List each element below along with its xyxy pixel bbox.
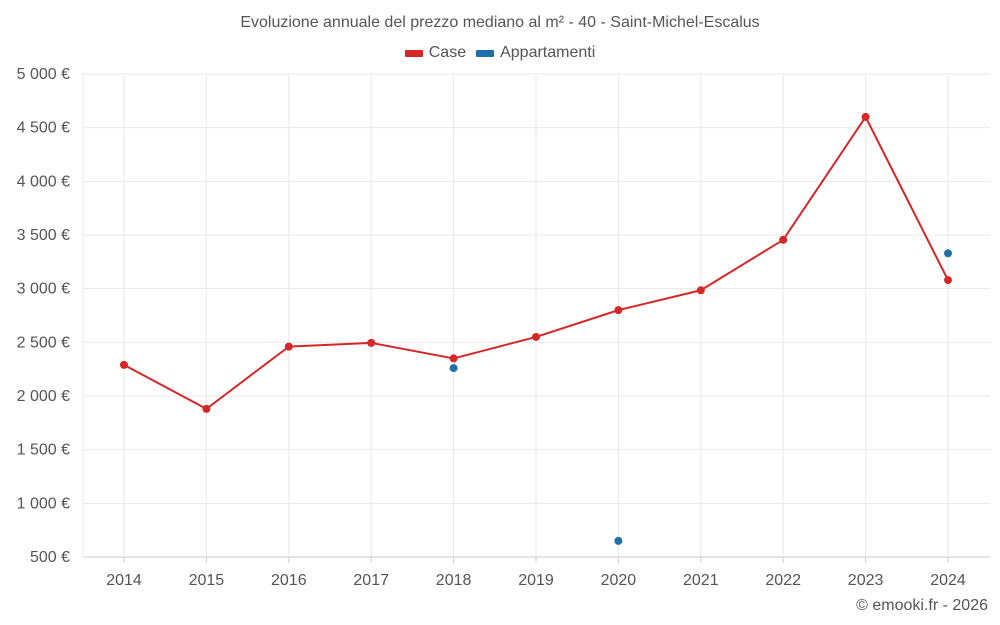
y-tick-label: 1 500 € <box>17 442 70 459</box>
y-tick-label: 5 000 € <box>17 66 70 83</box>
legend-swatch-case <box>404 49 423 57</box>
y-tick-label: 3 500 € <box>17 227 70 244</box>
y-tick-label: 4 000 € <box>17 173 70 190</box>
data-point-case <box>367 338 376 347</box>
data-point-case <box>696 286 705 295</box>
data-point-appartamenti <box>944 249 952 258</box>
data-point-case <box>284 342 293 351</box>
x-tick-label: 2024 <box>930 572 966 589</box>
data-point-case <box>449 354 458 363</box>
y-tick-label: 2 500 € <box>17 334 70 351</box>
y-tick-label: 500 € <box>30 549 70 566</box>
data-point-case <box>614 306 623 315</box>
data-point-case <box>120 360 128 369</box>
legend: Case Appartamenti <box>0 44 1000 62</box>
data-point-case <box>779 235 788 244</box>
x-tick-label: 2019 <box>518 572 554 589</box>
x-tick-label: 2023 <box>848 572 884 589</box>
legend-item-appartamenti[interactable]: Appartamenti <box>476 44 595 62</box>
x-tick-label: 2018 <box>436 572 472 589</box>
x-tick-label: 2021 <box>683 572 719 589</box>
y-tick-label: 1 000 € <box>17 495 70 512</box>
legend-label-appartamenti: Appartamenti <box>500 44 596 61</box>
x-tick-label: 2016 <box>271 572 307 589</box>
data-point-case <box>532 332 540 341</box>
x-tick-label: 2015 <box>189 572 225 589</box>
legend-label-case: Case <box>428 44 467 61</box>
data-point-appartamenti <box>449 364 458 373</box>
legend-item-case[interactable]: Case <box>404 44 467 62</box>
data-point-case <box>202 404 211 413</box>
legend-swatch-appartamenti <box>476 49 495 57</box>
data-point-case <box>944 276 952 285</box>
data-point-case <box>861 112 870 121</box>
data-point-appartamenti <box>614 536 623 545</box>
credit: © emooki.fr - 2026 <box>856 597 988 614</box>
x-tick-label: 2014 <box>106 572 142 589</box>
y-tick-label: 4 500 € <box>17 120 70 137</box>
y-tick-label: 3 000 € <box>17 281 70 298</box>
x-tick-label: 2020 <box>601 572 637 589</box>
y-tick-label: 2 000 € <box>17 388 70 405</box>
chart-title: Evoluzione annuale del prezzo mediano al… <box>240 14 760 31</box>
x-tick-label: 2017 <box>353 572 389 589</box>
x-tick-label: 2022 <box>765 572 801 589</box>
